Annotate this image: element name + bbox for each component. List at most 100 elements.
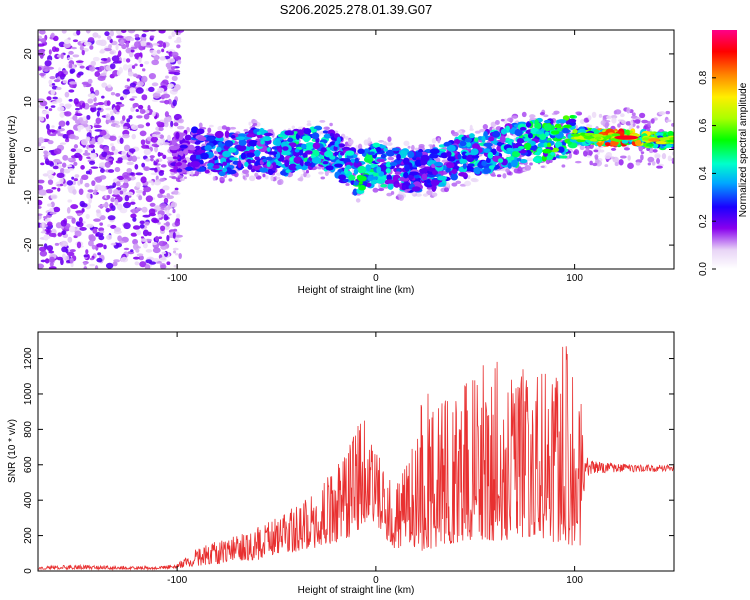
- spectral-halo-blob: [431, 137, 437, 144]
- spectral-noise-blob: [166, 209, 170, 216]
- spectral-noise-blob: [88, 234, 93, 241]
- spectral-halo-blob: [494, 120, 500, 125]
- spectral-ridge-blob: [265, 156, 273, 161]
- spectral-ridge-blob: [247, 164, 253, 170]
- spectral-noise-blob: [107, 84, 112, 88]
- spectral-noise-blob: [61, 246, 68, 253]
- spectral-ridge-blob: [625, 129, 630, 135]
- spectral-ridge-blob: [432, 170, 438, 176]
- spectral-peak-blob: [648, 138, 661, 142]
- spectral-noise-blob: [92, 228, 98, 234]
- spectral-halo-blob: [650, 118, 655, 124]
- snr-frame: [37, 331, 675, 572]
- spectral-ridge-blob: [190, 161, 201, 168]
- spectral-ridge-blob: [557, 119, 567, 124]
- spectral-ridge-blob: [554, 123, 562, 129]
- spectral-ridge-blob: [297, 129, 304, 136]
- spectral-noise-blob: [45, 189, 54, 194]
- spectral-ridge-blob: [334, 163, 343, 168]
- spectral-noise-blob: [50, 194, 58, 200]
- spectral-ridge-blob: [505, 137, 511, 142]
- spectral-noise-blob: [174, 234, 183, 238]
- spectral-halo-blob: [626, 107, 631, 114]
- spectral-noise-blob: [130, 232, 138, 237]
- spectral-noise-blob: [148, 208, 156, 216]
- spectral-noise-blob: [178, 118, 184, 124]
- spectral-noise-blob: [162, 42, 167, 49]
- spectral-noise-blob: [89, 152, 97, 160]
- spectral-noise-blob: [92, 56, 100, 62]
- spectral-noise-blob: [159, 203, 167, 208]
- spectral-halo-blob: [620, 155, 627, 159]
- spectral-noise-blob: [57, 130, 61, 137]
- spectral-ridge-blob: [445, 162, 455, 169]
- spectral-noise-blob: [49, 161, 55, 167]
- spectral-noise-blob: [96, 243, 104, 248]
- spectral-noise-blob: [148, 180, 154, 184]
- spectral-ridge-blob: [262, 136, 272, 142]
- spectral-noise-blob: [49, 75, 56, 80]
- spectral-ridge-blob: [198, 136, 207, 142]
- spectral-noise-blob: [109, 30, 115, 37]
- spectral-ridge-blob: [395, 183, 400, 188]
- spectral-band-blob: [579, 132, 587, 136]
- spectral-noise-blob: [38, 199, 43, 206]
- spectral-noise-blob: [109, 151, 114, 156]
- spectral-halo-blob: [635, 161, 641, 166]
- spectral-ridge-blob: [516, 138, 525, 144]
- spectral-ridge-blob: [287, 137, 294, 143]
- spectral-noise-blob: [145, 109, 150, 114]
- spectral-noise-blob: [122, 89, 131, 95]
- spectral-ridge-blob: [303, 128, 312, 135]
- spectral-ridge-blob: [238, 139, 247, 146]
- spectral-noise-blob: [79, 177, 83, 185]
- spectral-noise-blob: [59, 167, 65, 174]
- spectral-halo-blob: [610, 114, 618, 119]
- spectrogram-y-axis-label: Frequency (Hz): [7, 116, 18, 185]
- spectral-noise-blob: [99, 222, 104, 226]
- spectral-noise-blob: [115, 35, 124, 39]
- spectral-noise-blob: [141, 162, 146, 168]
- spectral-ridge-blob: [440, 152, 449, 159]
- spectral-ridge-blob: [420, 154, 430, 162]
- spectral-noise-blob: [151, 133, 158, 138]
- spectral-noise-blob: [44, 158, 50, 165]
- spectral-noise-blob: [141, 144, 150, 149]
- spectral-ridge-blob: [237, 160, 242, 168]
- spectral-noise-blob: [159, 188, 165, 194]
- spectral-noise-blob: [118, 240, 125, 244]
- spectral-noise-blob: [38, 184, 44, 191]
- spectral-ridge-blob: [450, 173, 458, 181]
- spectral-noise-blob: [151, 59, 160, 66]
- spectral-noise-blob: [47, 221, 53, 227]
- spectral-noise-blob: [50, 32, 55, 38]
- spectral-noise-blob: [98, 227, 105, 232]
- snr-y-tick-label: 800: [23, 421, 34, 438]
- spectral-halo-blob: [270, 175, 274, 182]
- spectral-ridge-blob: [457, 153, 462, 160]
- spectral-noise-blob: [83, 262, 87, 266]
- spectral-noise-blob: [129, 201, 136, 205]
- spectral-noise-blob: [119, 39, 125, 46]
- spectral-ridge-blob: [539, 133, 547, 140]
- spectral-noise-blob: [167, 58, 176, 63]
- spectral-noise-blob: [67, 236, 73, 243]
- spectral-noise-blob: [156, 159, 160, 163]
- spectral-band-blob: [666, 139, 674, 143]
- spectral-halo-blob: [604, 122, 609, 129]
- snr-y-tick-label: 0: [23, 568, 34, 574]
- spectral-halo-blob: [511, 115, 518, 119]
- spectrogram-content: [38, 30, 674, 269]
- spectral-halo-blob: [585, 147, 590, 152]
- spectral-noise-blob: [115, 111, 120, 115]
- spectral-ridge-blob: [542, 148, 552, 154]
- spectral-noise-blob: [51, 83, 56, 86]
- spectral-band-blob: [573, 136, 581, 140]
- spectral-noise-blob: [72, 180, 77, 186]
- spectral-ridge-blob: [470, 148, 479, 156]
- spectral-ridge-blob: [403, 171, 409, 179]
- spectral-noise-blob: [176, 213, 181, 219]
- spectral-noise-blob: [87, 147, 94, 152]
- spectral-noise-blob: [116, 175, 125, 181]
